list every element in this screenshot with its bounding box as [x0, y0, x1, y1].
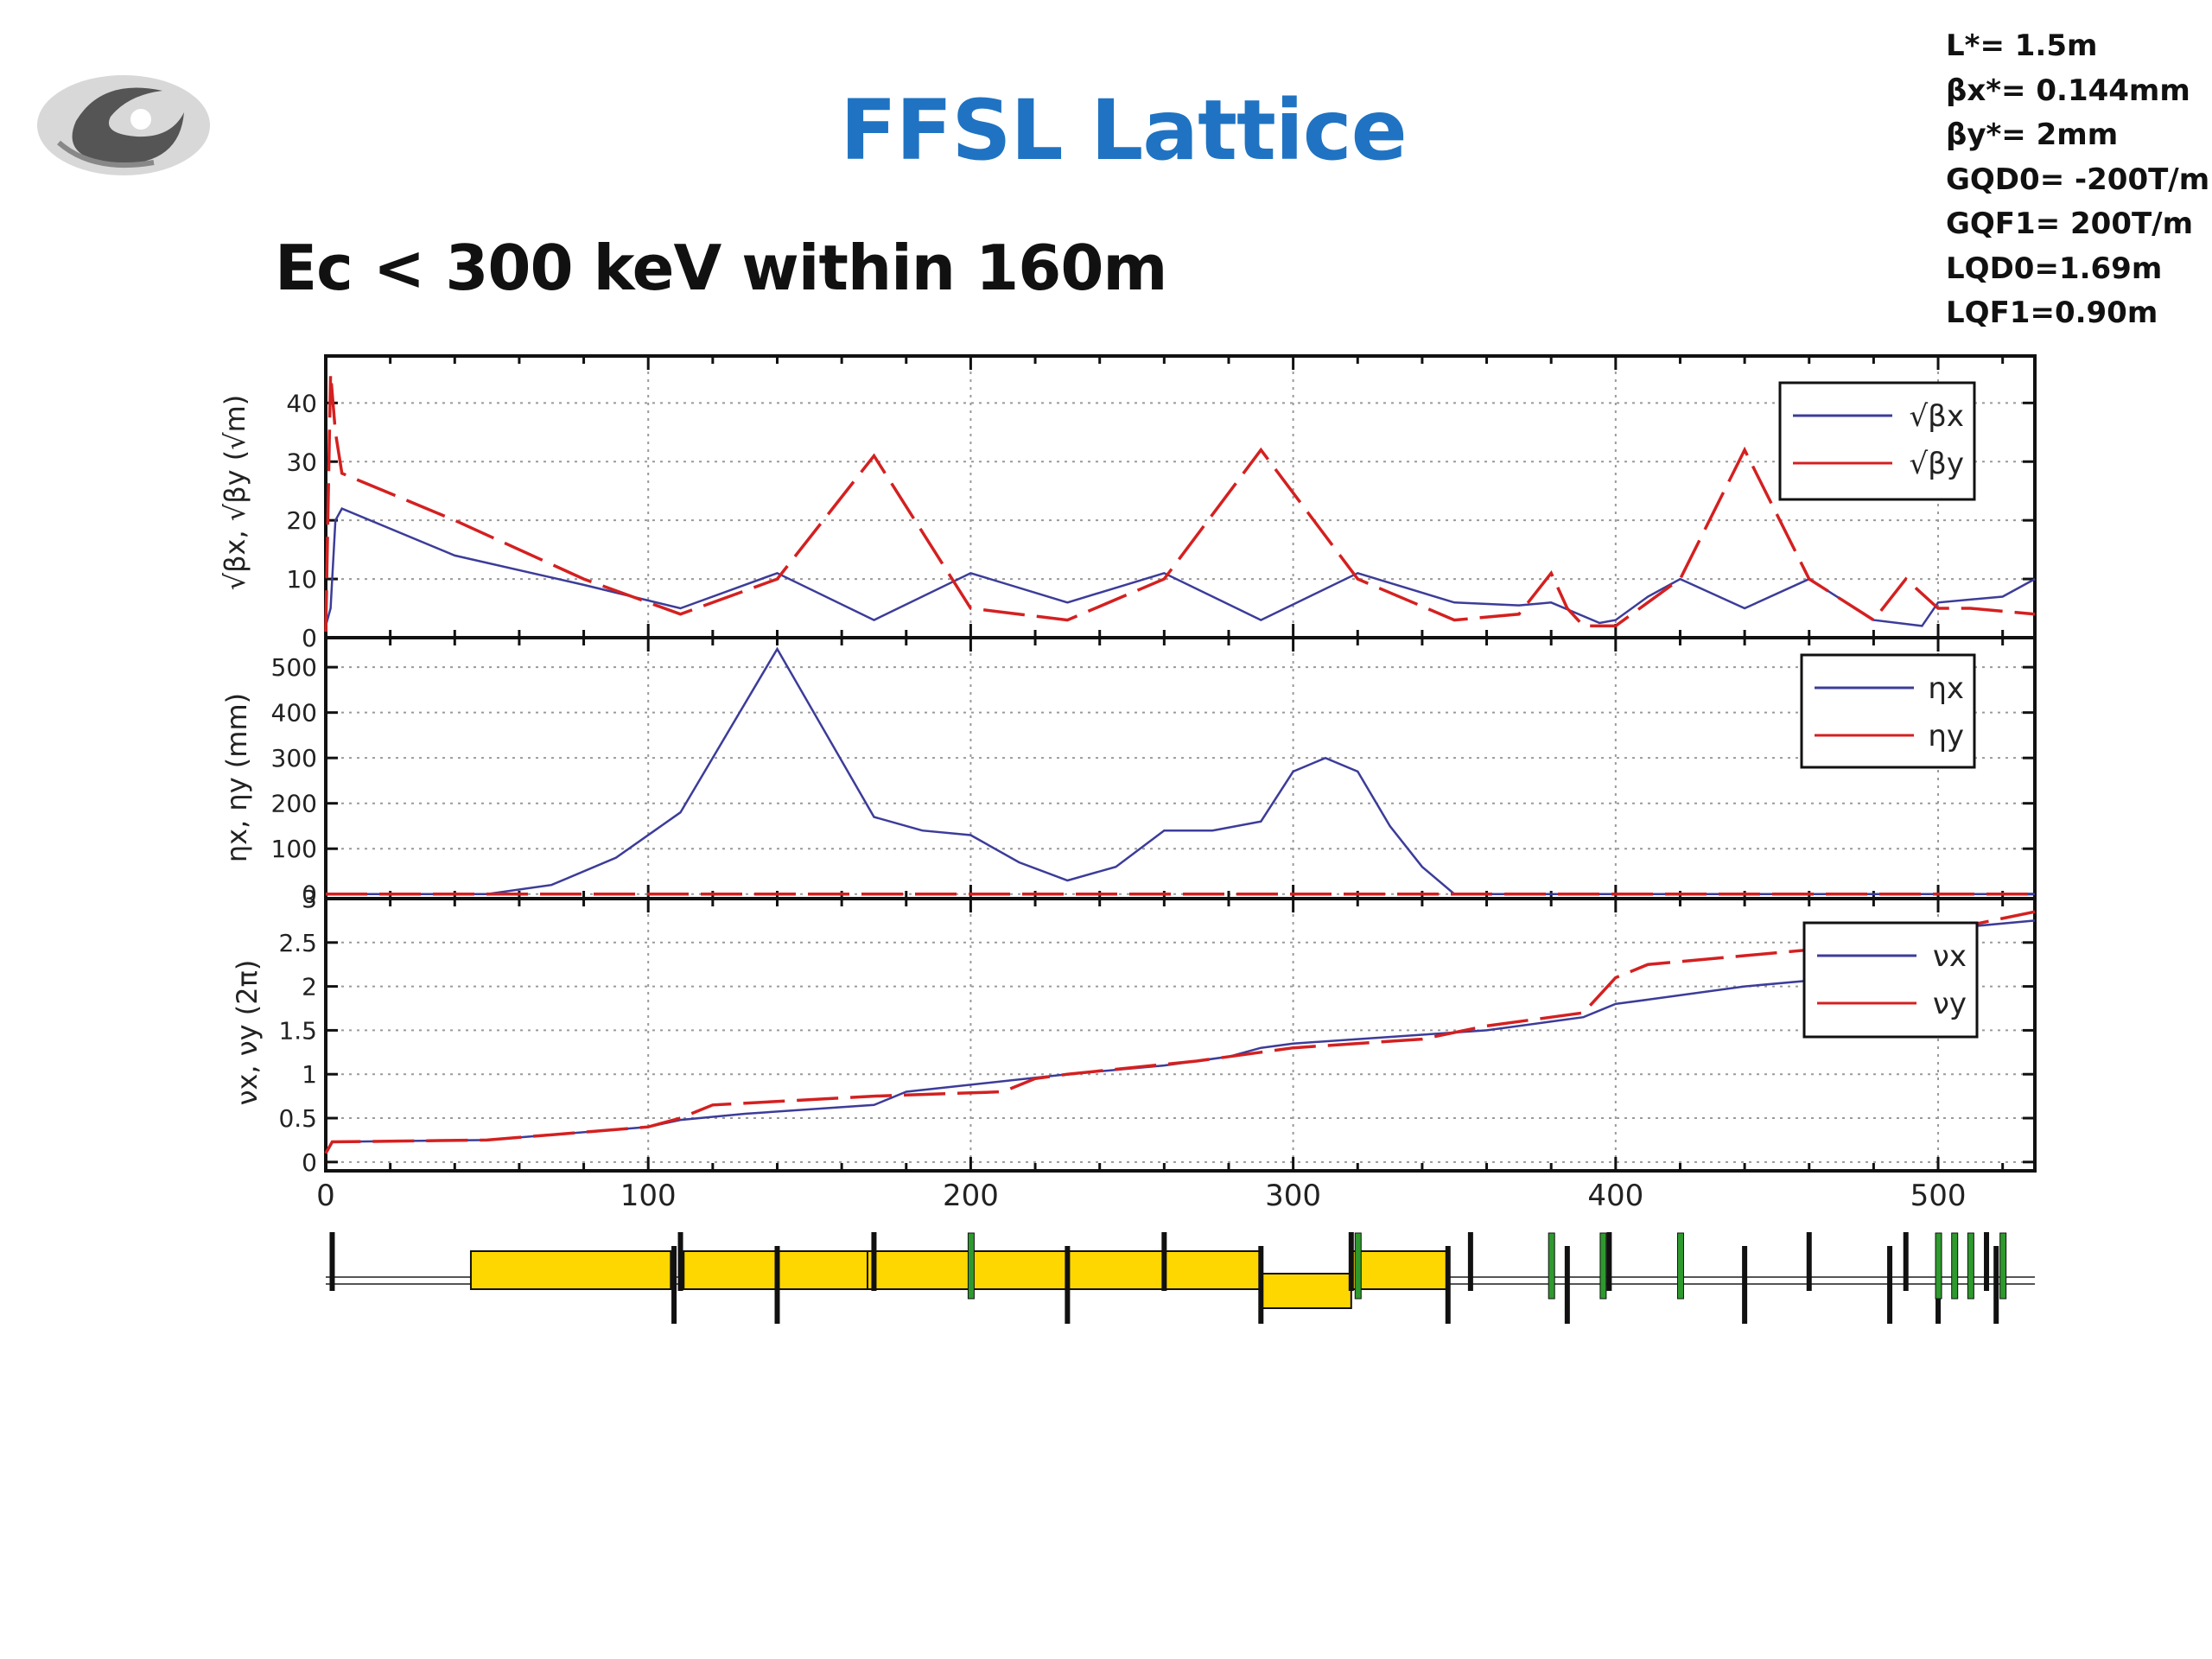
sextupole-magnet — [1354, 1232, 1362, 1300]
quadrupole-magnet — [1606, 1232, 1612, 1291]
y-tick-label: 3 — [302, 885, 317, 913]
slide-title: FFSL Lattice — [840, 82, 1408, 179]
quadrupole-magnet — [1887, 1246, 1893, 1324]
x-tick-label: 0 — [316, 1179, 335, 1213]
quadrupole-magnet — [1258, 1246, 1264, 1324]
x-tick-label: 500 — [1910, 1179, 1967, 1213]
quadrupole-magnet — [671, 1246, 677, 1324]
lattice-layout — [326, 1232, 2035, 1324]
legend-entry: νx — [1933, 939, 1967, 974]
panel-1: 0 10 20 30 40 √βx, √βy (√m) √βx √βy — [219, 354, 2037, 652]
quadrupole-magnet — [1348, 1232, 1354, 1291]
institute-logo-icon — [37, 75, 210, 175]
series-line-y — [324, 910, 2036, 1154]
y-tick-label: 1 — [302, 1060, 317, 1089]
sextupole-magnet — [1999, 1232, 2007, 1300]
param-lqd0: LQD0=1.69m — [1946, 251, 2163, 286]
quadrupole-magnet — [1564, 1246, 1570, 1324]
quadrupole-magnet — [774, 1246, 780, 1324]
y-tick-label: 0 — [302, 624, 317, 652]
quadrupole-magnet — [871, 1232, 877, 1291]
panel-2: 0 100 200 300 400 500 ηx, ηy (mm) ηx ηy — [220, 636, 2037, 909]
sextupole-magnet — [1548, 1232, 1555, 1300]
quadrupole-magnet — [1445, 1246, 1451, 1324]
y-tick-label: 100 — [271, 835, 317, 863]
slide-subtitle: Ec < 300 keV within 160m — [275, 232, 1167, 304]
param-lqf1: LQF1=0.90m — [1946, 296, 2158, 330]
series-line-x — [326, 646, 2035, 895]
series-line-y — [324, 373, 2036, 632]
panel-frame — [324, 897, 2037, 1173]
parameter-list: L*= 1.5m βx*= 0.144mm βy*= 2mm GQD0= -20… — [1946, 24, 2209, 336]
param-l-star: L*= 1.5m — [1946, 29, 2098, 63]
y-tick-label: 20 — [286, 506, 317, 535]
panel-frame — [324, 636, 2037, 900]
y-tick-label: 40 — [286, 389, 317, 417]
y-tick-label: 400 — [271, 699, 317, 728]
sextupole-magnet — [1967, 1232, 1974, 1300]
quadrupole-magnet — [677, 1232, 683, 1291]
y-tick-label: 300 — [271, 744, 317, 772]
x-tick-label: 200 — [943, 1179, 999, 1213]
legend-box — [1778, 381, 1976, 501]
sextupole-magnet — [1676, 1232, 1684, 1300]
y-tick-label: 2.5 — [278, 929, 317, 957]
panel-frame — [324, 354, 2037, 639]
sextupole-magnet — [967, 1232, 975, 1300]
param-gqf1: GQF1= 200T/m — [1946, 207, 2194, 241]
sextupole-magnet — [1935, 1232, 1942, 1300]
y-tick-label: 0.5 — [278, 1104, 317, 1133]
quadrupole-magnet — [1984, 1232, 1990, 1291]
quadrupole-magnet — [1467, 1232, 1473, 1291]
y-axis-label: ηx, ηy (mm) — [220, 693, 253, 862]
legend: √βx √βy — [1778, 381, 1976, 501]
legend-entry: νy — [1933, 987, 1967, 1021]
series-line-x — [324, 507, 2036, 627]
legend: ηx ηy — [1800, 653, 1976, 769]
quadrupole-magnet — [1742, 1246, 1748, 1324]
y-tick-label: 1.5 — [278, 1016, 317, 1045]
quadrupole-magnet — [1903, 1232, 1909, 1291]
sextupole-magnet — [1951, 1232, 1959, 1300]
legend-entry: √βx — [1910, 399, 1964, 434]
y-tick-label: 10 — [286, 565, 317, 594]
param-beta-x: βx*= 0.144mm — [1946, 73, 2190, 108]
y-tick-label: 2 — [302, 973, 317, 1001]
quadrupole-magnet — [329, 1232, 335, 1291]
legend-box — [1802, 921, 1979, 1039]
panel-3: 0 0.5 1 1.5 2 2.5 3 νx, νy (2π) νx νy — [231, 885, 2037, 1177]
y-axis-label: √βx, √βy (√m) — [219, 395, 251, 591]
dipole-magnet — [1350, 1250, 1449, 1290]
quadrupole-magnet — [1161, 1232, 1167, 1291]
y-tick-label: 0 — [302, 880, 317, 909]
param-beta-y: βy*= 2mm — [1946, 118, 2119, 152]
legend-box — [1800, 653, 1976, 769]
x-tick-label: 100 — [620, 1179, 677, 1213]
y-tick-label: 200 — [271, 790, 317, 818]
legend: νx νy — [1802, 921, 1979, 1039]
quadrupole-magnet — [1993, 1246, 1999, 1324]
y-tick-label: 0 — [302, 1148, 317, 1177]
legend-entry: ηx — [1928, 671, 1964, 706]
x-tick-label: 400 — [1587, 1179, 1643, 1213]
x-tick-label: 300 — [1265, 1179, 1321, 1213]
param-gqd0: GQD0= -200T/m — [1946, 162, 2210, 197]
quadrupole-magnet — [1806, 1232, 1812, 1291]
y-axis-label: νx, νy (2π) — [231, 960, 264, 1106]
legend-entry: √βy — [1910, 447, 1964, 481]
reverse-dipole-magnet — [1260, 1273, 1352, 1309]
dipole-magnet — [469, 1250, 672, 1290]
dipole-magnet — [866, 1250, 1069, 1290]
sextupole-magnet — [1599, 1232, 1607, 1300]
y-tick-label: 30 — [286, 448, 317, 476]
legend-entry: ηy — [1928, 719, 1964, 753]
series-line-x — [324, 919, 2036, 1154]
y-tick-label: 500 — [271, 653, 317, 682]
quadrupole-magnet — [1065, 1246, 1071, 1324]
